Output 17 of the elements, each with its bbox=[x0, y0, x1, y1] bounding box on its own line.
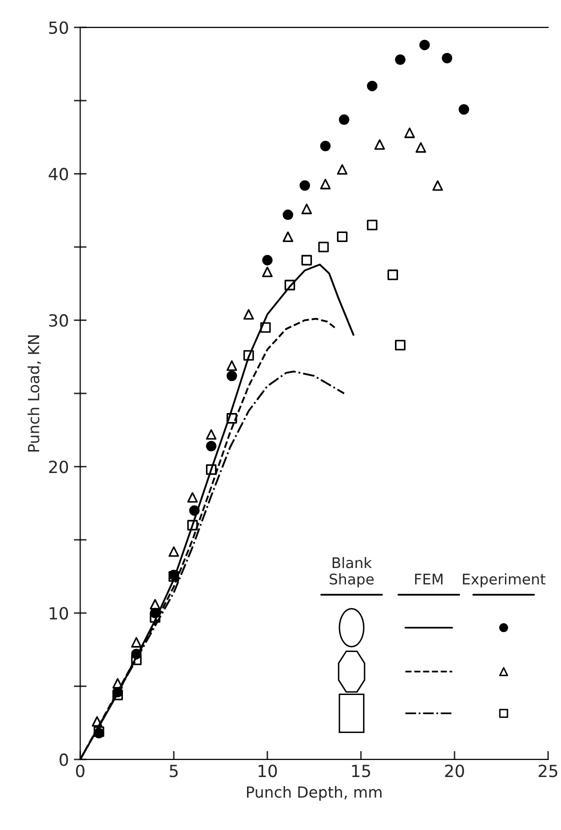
x-tick-label: 10 bbox=[258, 764, 277, 778]
annotation: Experiment bbox=[462, 573, 546, 588]
y-tick-label: 30 bbox=[49, 314, 68, 327]
x-axis-title: Punch Depth, mm bbox=[247, 786, 382, 801]
x-tick-label: 5 bbox=[170, 764, 178, 778]
y-tick-label: 50 bbox=[49, 21, 68, 34]
y-tick-label: 20 bbox=[49, 460, 68, 474]
y-tick-label: 0 bbox=[60, 753, 68, 766]
x-tick-label: 20 bbox=[445, 764, 464, 778]
y-tick-label: 10 bbox=[50, 607, 68, 620]
x-tick-label: 0 bbox=[76, 764, 84, 778]
annotation: Blank Shape bbox=[330, 556, 374, 588]
x-tick-label: 25 bbox=[538, 764, 558, 778]
x-tick-label: 15 bbox=[352, 764, 370, 778]
y-axis-title: Punch Load, KN bbox=[28, 335, 41, 452]
annotation: FEM bbox=[415, 574, 442, 584]
y-tick-label: 40 bbox=[48, 168, 68, 180]
